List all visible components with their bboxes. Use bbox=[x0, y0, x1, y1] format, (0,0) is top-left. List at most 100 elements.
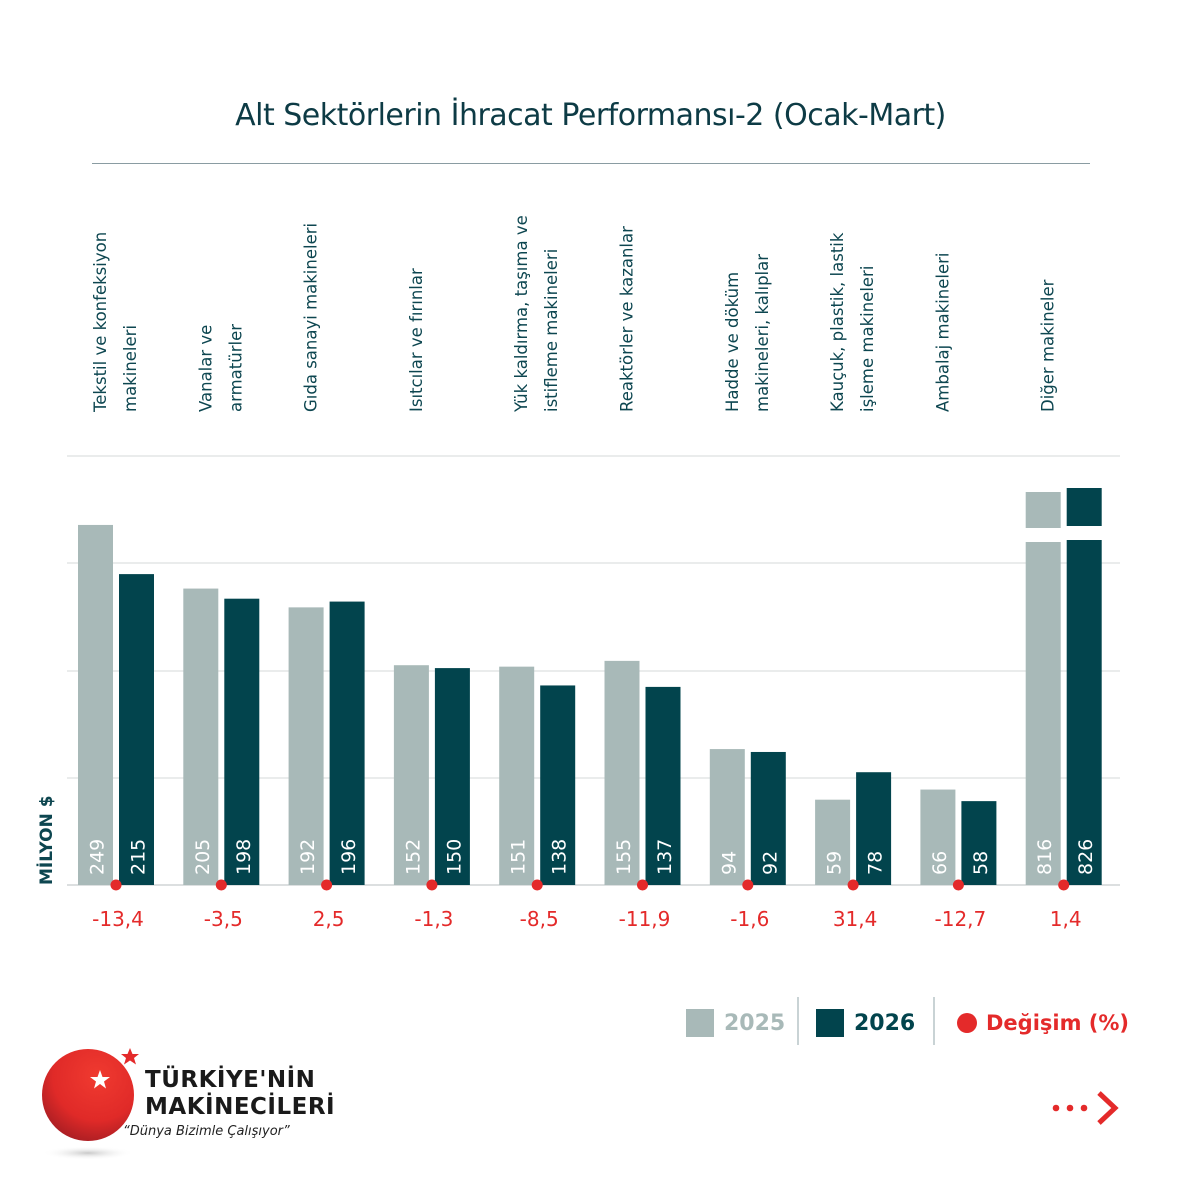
bar-value-label: 92 bbox=[759, 851, 781, 875]
legend-label-2025: 2025 bbox=[724, 1010, 786, 1036]
bar-value-label: 198 bbox=[233, 839, 255, 875]
change-value-label: -8,5 bbox=[520, 907, 559, 931]
legend-separator bbox=[933, 997, 935, 1045]
brand-logo: TÜRKİYE'NİN MAKİNECİLERİ “Dünya Bizimle … bbox=[40, 1045, 340, 1165]
bar-2026 bbox=[329, 601, 365, 885]
legend-separator bbox=[797, 997, 799, 1045]
bar-value-label: 94 bbox=[718, 851, 740, 875]
category-label: istifleme makineleri bbox=[542, 249, 561, 412]
change-value-label: -13,4 bbox=[92, 907, 144, 931]
bar-2026-top-segment bbox=[1066, 488, 1102, 526]
bar-value-label: 138 bbox=[549, 839, 571, 875]
bar-2025 bbox=[78, 524, 113, 885]
bar-2026 bbox=[434, 668, 470, 885]
change-marker-dot bbox=[110, 879, 122, 891]
bar-2026 bbox=[224, 598, 260, 885]
change-markers: -13,4 -3,5 2,5 -1,3 -8,5 -11,9 -1,6 31,4 -12,7 1,… bbox=[92, 879, 1082, 931]
change-marker-dot bbox=[952, 879, 964, 891]
bar-value-label: 192 bbox=[297, 839, 319, 875]
category-label: Diğer makineler bbox=[1039, 279, 1058, 412]
chart-title: Alt Sektörlerin İhracat Performansı-2 (O… bbox=[235, 98, 946, 133]
change-marker-dot bbox=[637, 879, 648, 891]
change-marker-dot bbox=[742, 879, 754, 891]
category-label: Reaktörler ve kazanlar bbox=[618, 226, 637, 412]
change-value-label: 2,5 bbox=[313, 907, 345, 931]
bar-2025 bbox=[815, 799, 851, 885]
bar-2026 bbox=[961, 801, 997, 885]
bar-2026 bbox=[1066, 540, 1102, 885]
bar-2026 bbox=[750, 751, 786, 885]
legend-label-change: Değişim (%) bbox=[986, 1011, 1130, 1035]
bar-value-label: 826 bbox=[1075, 839, 1097, 875]
title-divider bbox=[92, 163, 1090, 164]
category-label: makineleri, kalıplar bbox=[753, 254, 772, 412]
bar-2025 bbox=[1025, 542, 1061, 885]
bar-value-label: 78 bbox=[865, 851, 887, 875]
bar-value-label: 205 bbox=[192, 839, 214, 875]
bar-2025 bbox=[709, 749, 745, 885]
category-label: Gıda sanayi makineleri bbox=[302, 223, 321, 412]
bar-2025 bbox=[393, 665, 429, 885]
bar-value-label: 816 bbox=[1034, 839, 1056, 875]
change-value-label: -11,9 bbox=[619, 907, 671, 931]
bar-value-label: 155 bbox=[613, 839, 635, 875]
category-label: Hadde ve döküm bbox=[723, 272, 742, 412]
bar-2026 bbox=[540, 685, 576, 885]
change-value-label: -1,6 bbox=[730, 907, 769, 931]
bar-2026 bbox=[119, 574, 154, 885]
change-value-label: -3,5 bbox=[204, 907, 243, 931]
change-marker-dot bbox=[215, 879, 227, 891]
dots-chevron-right-icon[interactable] bbox=[1050, 1090, 1125, 1126]
bar-value-label: 151 bbox=[508, 839, 530, 875]
change-value-label: 31,4 bbox=[833, 907, 878, 931]
bar-2025 bbox=[183, 588, 219, 885]
category-label: işleme makineleri bbox=[858, 266, 877, 412]
bars bbox=[78, 488, 1102, 885]
legend-swatch-2025 bbox=[686, 1009, 714, 1037]
bar-value-label: 66 bbox=[929, 851, 951, 875]
bar-value-labels: 249 215 205 198 192 196 152 150 151 138 155 137 94 92… bbox=[87, 839, 1098, 875]
category-label: Kauçuk, plastik, lastik bbox=[828, 232, 847, 412]
bar-value-label: 137 bbox=[654, 839, 676, 875]
change-value-label: 1,4 bbox=[1050, 907, 1082, 931]
bar-chart: Tekstil ve konfeksiyon makineleri Vanalar … bbox=[35, 215, 1120, 931]
bar-2025-top-segment bbox=[1025, 492, 1061, 528]
legend-dot-icon bbox=[957, 1013, 977, 1033]
bar-value-label: 152 bbox=[402, 839, 424, 875]
change-value-label: -1,3 bbox=[414, 907, 453, 931]
category-label: armatürler bbox=[226, 324, 245, 412]
y-axis-label: MİLYON $ bbox=[35, 795, 57, 885]
category-label: makineleri bbox=[121, 325, 140, 412]
red-sphere-star-icon bbox=[42, 1048, 139, 1160]
bar-2025 bbox=[499, 666, 535, 885]
bar-2025 bbox=[604, 660, 640, 885]
bar-2025 bbox=[288, 607, 324, 885]
bar-value-label: 249 bbox=[87, 839, 109, 875]
legend-item-2026: 2026 bbox=[816, 1003, 915, 1043]
logo-title-line2: MAKİNECİLERİ bbox=[145, 1094, 336, 1120]
logo-slogan: “Dünya Bizimle Çalışıyor” bbox=[123, 1124, 290, 1139]
change-value-label: -12,7 bbox=[935, 907, 987, 931]
legend-item-2025: 2025 bbox=[686, 1003, 785, 1043]
change-marker-dot bbox=[1058, 879, 1070, 891]
category-label: Isıtcılar ve fırınlar bbox=[407, 268, 426, 412]
change-marker-dot bbox=[321, 879, 333, 891]
category-label: Vanalar ve bbox=[196, 325, 215, 412]
logo-title-line1: TÜRKİYE'NİN bbox=[145, 1067, 316, 1093]
bar-value-label: 59 bbox=[824, 851, 846, 875]
bar-value-label: 196 bbox=[338, 839, 360, 875]
change-marker-dot bbox=[847, 879, 859, 891]
category-label: Tekstil ve konfeksiyon bbox=[91, 232, 110, 413]
bar-value-label: 150 bbox=[443, 839, 465, 875]
bar-2026 bbox=[856, 772, 892, 885]
category-label: Yük kaldırma, taşıma ve bbox=[512, 215, 531, 413]
category-labels: Tekstil ve konfeksiyon makineleri Vanalar … bbox=[91, 215, 1058, 413]
legend-swatch-2026 bbox=[816, 1009, 844, 1037]
legend-label-2026: 2026 bbox=[854, 1010, 916, 1036]
category-label: Ambalaj makineleri bbox=[933, 252, 952, 412]
bar-value-label: 58 bbox=[970, 851, 992, 875]
bar-2026 bbox=[645, 686, 681, 885]
change-marker-dot bbox=[426, 879, 438, 891]
legend-item-change: Değişim (%) bbox=[957, 1003, 1129, 1043]
change-marker-dot bbox=[531, 879, 543, 891]
